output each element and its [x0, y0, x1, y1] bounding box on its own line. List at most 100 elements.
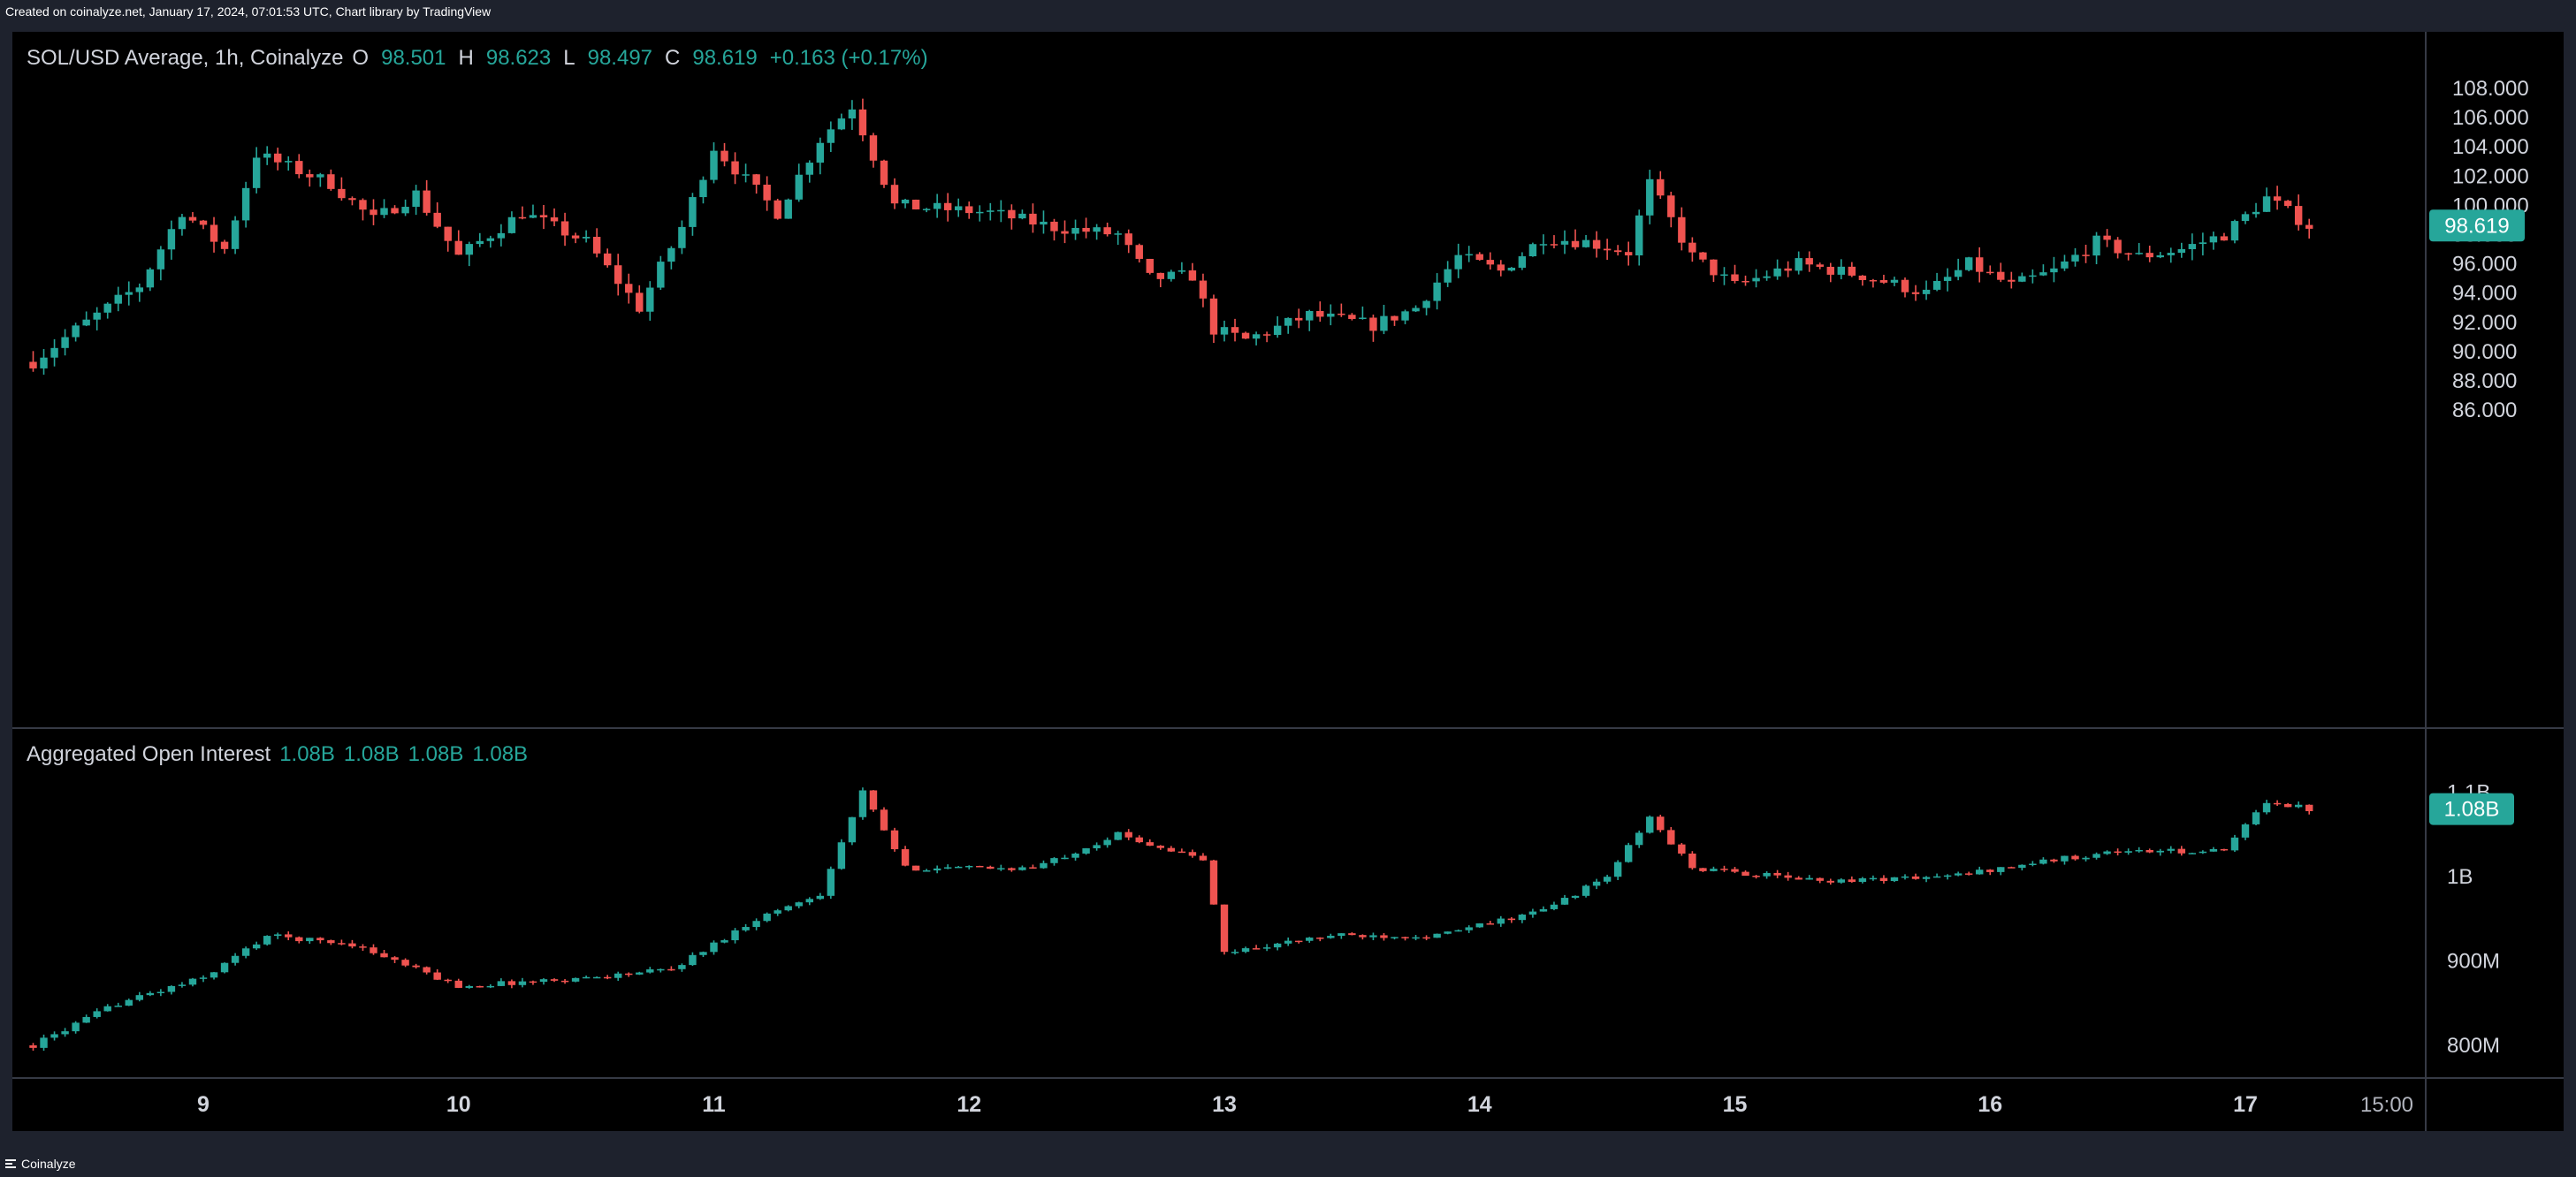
- price-candle: [1444, 261, 1452, 287]
- oi-candle: [1093, 842, 1101, 851]
- oi-candle: [646, 967, 654, 974]
- price-candle: [2167, 247, 2175, 263]
- oi-candle: [848, 816, 857, 846]
- oi-candle: [731, 928, 739, 944]
- oi-candle: [1657, 815, 1665, 832]
- oi-legend-title: Aggregated Open Interest: [27, 742, 271, 766]
- oi-legend: Aggregated Open Interest 1.08B 1.08B 1.0…: [27, 742, 528, 767]
- price-tick-label: 94.000: [2452, 282, 2517, 306]
- price-candle: [82, 311, 90, 327]
- price-candle: [774, 198, 781, 220]
- price-candle: [869, 133, 878, 168]
- oi-candle: [1890, 877, 1899, 883]
- oi-candle: [1135, 835, 1143, 844]
- price-candle: [327, 169, 335, 191]
- price-candle: [667, 246, 675, 270]
- price-candle: [1954, 258, 1962, 281]
- footer-brand[interactable]: Coinalyze: [0, 1150, 2576, 1177]
- oi-candle: [2209, 847, 2218, 852]
- oi-candle: [114, 1002, 122, 1007]
- price-candle: [1922, 280, 1931, 300]
- oi-candle: [1306, 937, 1314, 943]
- price-candle: [444, 226, 452, 252]
- oi-candle: [2230, 834, 2239, 853]
- price-tick-label: 90.000: [2452, 340, 2517, 364]
- oi-candle: [2135, 847, 2143, 853]
- oi-candle: [220, 962, 229, 974]
- oi-candle: [2124, 848, 2132, 855]
- price-candle: [1603, 239, 1612, 261]
- price-candle: [401, 199, 409, 216]
- price-candle: [1338, 303, 1345, 317]
- price-candle: [710, 142, 718, 184]
- oi-candle: [1997, 867, 2005, 876]
- oi-candle: [1401, 936, 1409, 941]
- price-candle: [678, 220, 686, 254]
- oi-candle: [359, 944, 367, 951]
- price-tick-label: 88.000: [2452, 369, 2517, 393]
- oi-candle: [1613, 860, 1622, 880]
- price-candle: [997, 200, 1005, 223]
- oi-candle: [987, 865, 995, 869]
- oi-candle: [61, 1028, 69, 1037]
- oi-candle: [1114, 831, 1122, 840]
- price-candle: [1008, 204, 1016, 230]
- price-candle: [2135, 243, 2143, 255]
- price-candle: [391, 205, 399, 215]
- oi-candle: [135, 991, 144, 1002]
- price-candle: [2092, 232, 2100, 265]
- price-candle: [2156, 252, 2164, 259]
- price-candle: [2199, 232, 2207, 256]
- price-candle: [40, 349, 48, 375]
- price-candle: [156, 246, 165, 281]
- price-candle: [1752, 269, 1760, 288]
- price-candle: [784, 198, 792, 219]
- price-candle: [1901, 277, 1909, 298]
- oi-candle: [391, 956, 399, 963]
- oi-candle: [880, 807, 888, 831]
- price-axis: 108.000106.000104.000102.000100.00098.00…: [2452, 77, 2529, 422]
- price-candle: [1061, 220, 1069, 244]
- oi-candle: [2145, 848, 2153, 854]
- oi-candle: [2188, 852, 2197, 854]
- price-candle: [987, 202, 995, 221]
- price-candle: [306, 169, 314, 187]
- price-tick-label: 92.000: [2452, 311, 2517, 335]
- chart-canvas[interactable]: 108.000106.000104.000102.000100.00098.00…: [12, 32, 2564, 1131]
- price-candle: [911, 199, 920, 210]
- last-oi-tag: 1.08B: [2429, 793, 2514, 825]
- price-candle: [943, 193, 952, 222]
- oi-candle: [603, 975, 612, 980]
- oi-candle: [1688, 851, 1696, 870]
- oi-candle: [1252, 945, 1261, 950]
- oi-candle: [423, 966, 431, 975]
- oi-candle: [539, 977, 548, 985]
- price-candle: [285, 156, 293, 171]
- chart-area[interactable]: 108.000106.000104.000102.000100.00098.00…: [12, 32, 2564, 1131]
- time-tick-label: 16: [1978, 1092, 2002, 1117]
- price-candle: [2114, 237, 2122, 259]
- oi-candle: [507, 979, 516, 989]
- price-candle: [1465, 246, 1473, 262]
- oi-candle: [1763, 871, 1771, 879]
- oi-candle: [976, 865, 984, 868]
- price-candle: [858, 98, 867, 141]
- oi-candle: [327, 939, 335, 945]
- oi-candle: [1901, 874, 1909, 880]
- price-candle: [50, 338, 58, 367]
- oi-candle: [1167, 846, 1176, 853]
- oi-candle: [2283, 802, 2292, 808]
- price-candle: [1805, 251, 1813, 272]
- price-candle: [348, 196, 356, 206]
- price-candle: [1560, 230, 1569, 254]
- oi-candle: [1667, 826, 1675, 845]
- price-candle: [1422, 300, 1430, 315]
- price-candle: [316, 172, 324, 187]
- price-candle: [2082, 244, 2090, 263]
- price-candle: [1103, 222, 1111, 237]
- price-candle: [359, 198, 367, 221]
- price-candle: [486, 235, 495, 248]
- oi-candle: [1592, 878, 1601, 890]
- price-candle: [1124, 229, 1132, 254]
- oi-candle: [1805, 875, 1813, 880]
